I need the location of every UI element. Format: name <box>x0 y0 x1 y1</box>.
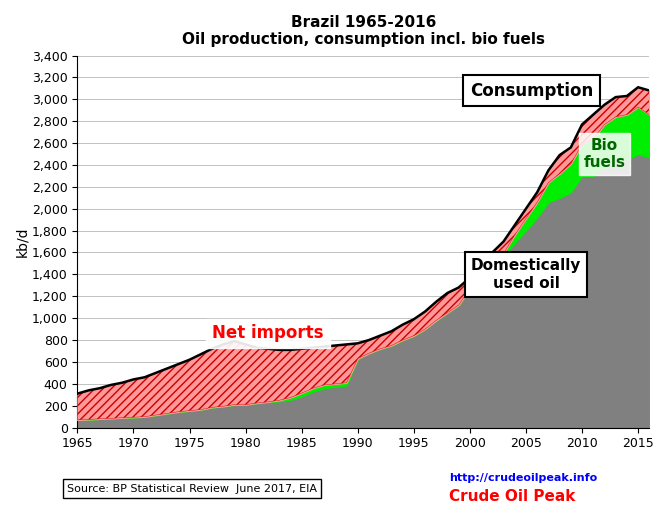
Text: http://crudeoilpeak.info: http://crudeoilpeak.info <box>449 473 597 483</box>
Y-axis label: kb/d: kb/d <box>15 226 29 257</box>
Text: Crude Oil Peak: Crude Oil Peak <box>449 489 576 504</box>
Text: Domestically
used oil: Domestically used oil <box>471 258 581 291</box>
Text: Source: BP Statistical Review  June 2017, EIA: Source: BP Statistical Review June 2017,… <box>67 483 317 494</box>
Text: Consumption: Consumption <box>470 82 593 100</box>
Text: Bio
fuels: Bio fuels <box>584 138 626 170</box>
Text: Net imports: Net imports <box>212 325 324 342</box>
Title: Brazil 1965-2016
Oil production, consumption incl. bio fuels: Brazil 1965-2016 Oil production, consump… <box>182 15 545 48</box>
